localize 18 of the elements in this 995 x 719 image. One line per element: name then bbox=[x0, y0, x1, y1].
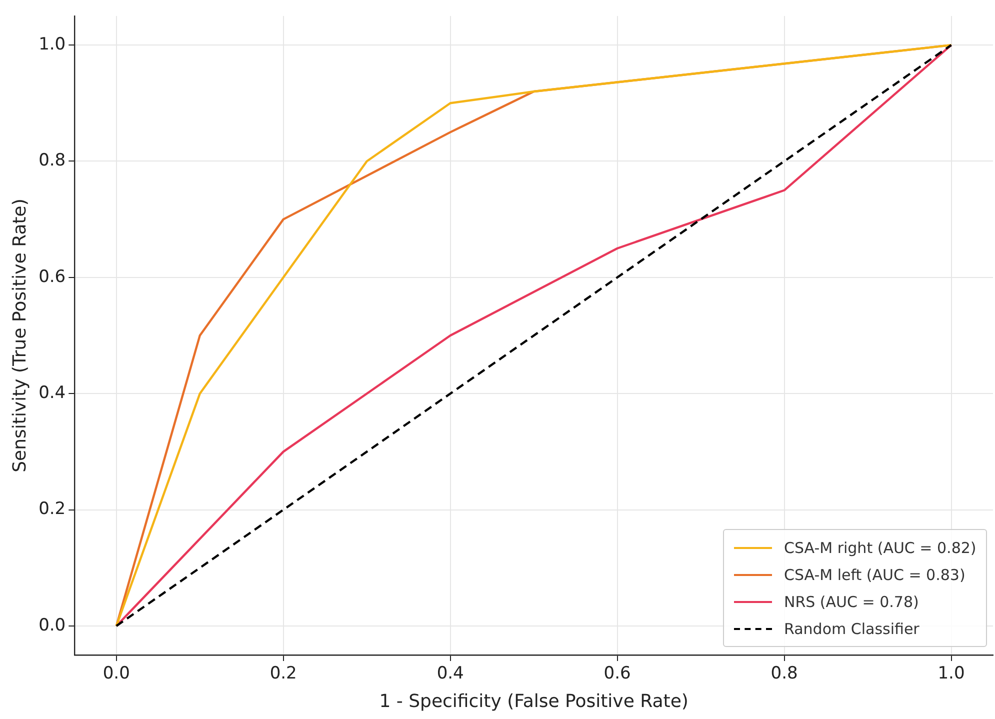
y-tick-label: 0.8 bbox=[38, 150, 66, 171]
legend-label: Random Classifier bbox=[784, 620, 920, 638]
y-tick-label: 0.2 bbox=[38, 499, 66, 520]
y-axis-title: Sensitivity (True Positive Rate) bbox=[9, 198, 30, 472]
y-tick-label: 0.0 bbox=[38, 615, 66, 636]
legend-label: NRS (AUC = 0.78) bbox=[784, 592, 919, 610]
x-tick-label: 0.6 bbox=[604, 664, 631, 684]
legend-label: CSA-M left (AUC = 0.83) bbox=[784, 566, 966, 584]
y-tick-label: 0.6 bbox=[38, 266, 66, 287]
x-tick-label: 1.0 bbox=[938, 664, 965, 684]
legend-label: CSA-M right (AUC = 0.82) bbox=[784, 538, 976, 556]
y-tick-label: 1.0 bbox=[38, 34, 66, 54]
x-tick-label: 0.8 bbox=[770, 664, 798, 684]
x-tick-label: 0.2 bbox=[270, 664, 297, 684]
x-tick-label: 0.0 bbox=[102, 664, 130, 684]
x-axis-title: 1 - Specificity (False Positive Rate) bbox=[379, 690, 688, 712]
y-tick-label: 0.4 bbox=[38, 383, 66, 404]
x-tick-label: 0.4 bbox=[436, 664, 464, 684]
